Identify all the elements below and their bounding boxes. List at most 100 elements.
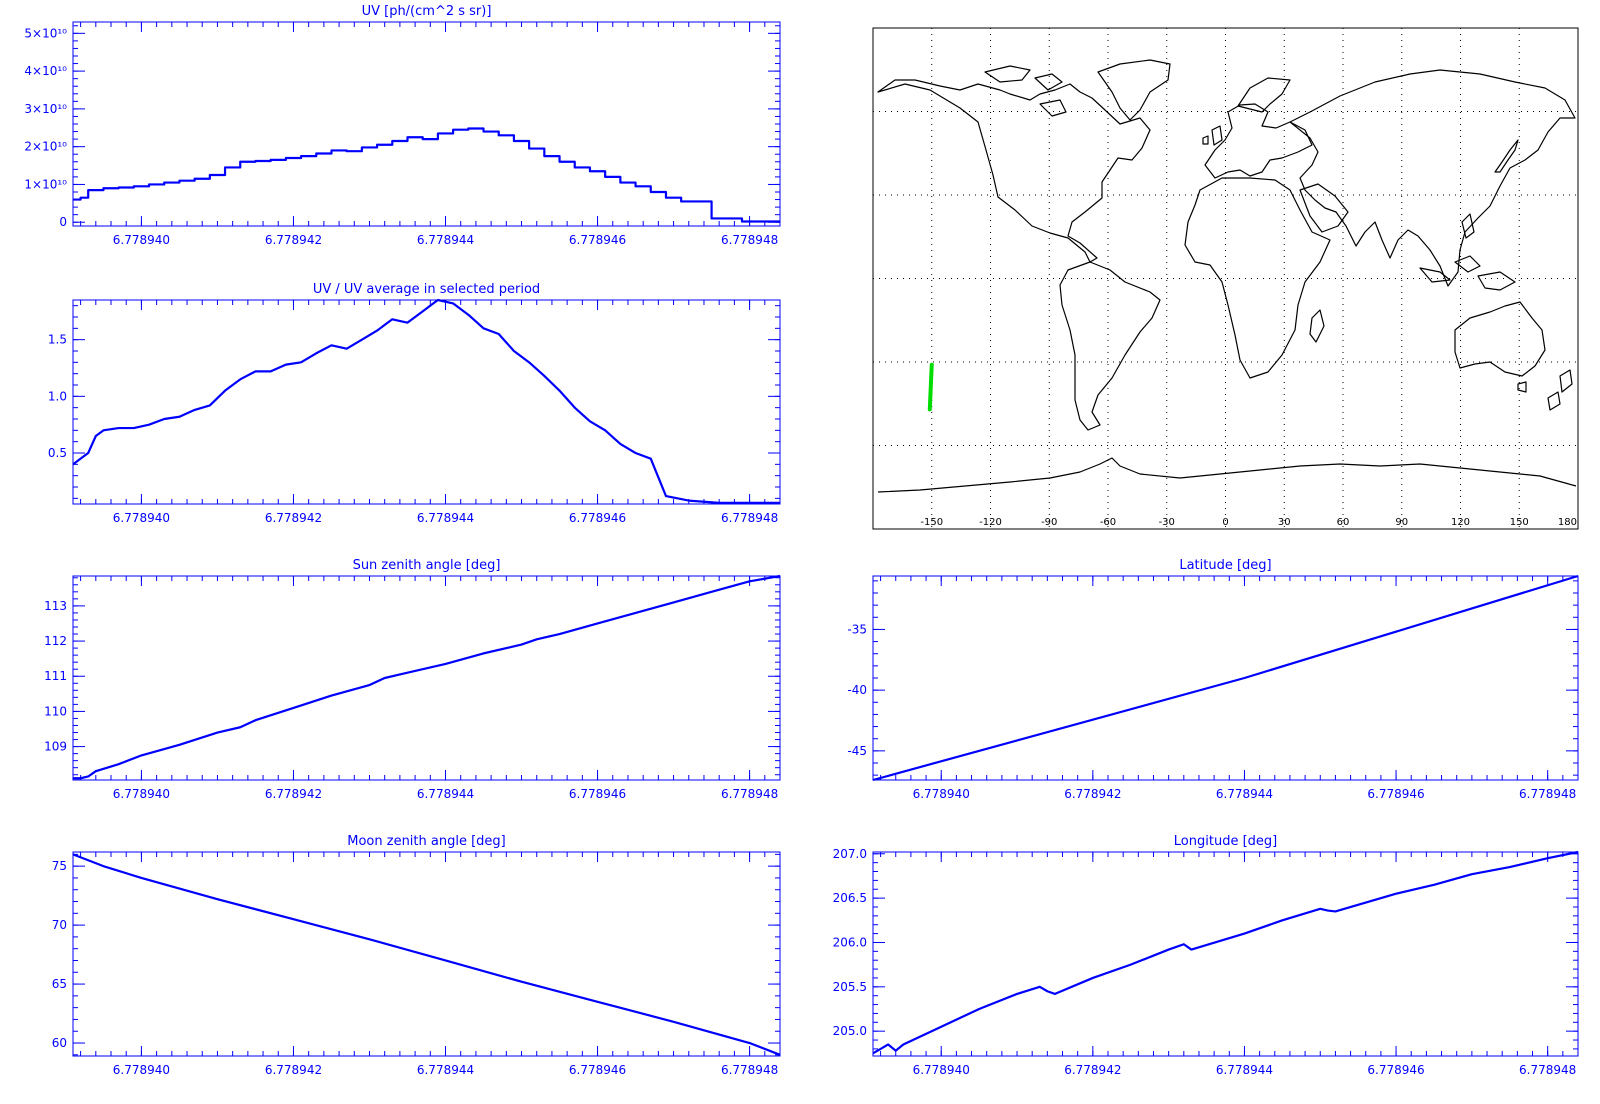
y-tick-label: -35 [847,622,867,636]
x-tick-label: 6.778944 [417,787,474,801]
moon-zenith-panel: Moon zenith angle [deg] 6.778940 6.778942 6… [52,834,781,1077]
coast-british-isles [1202,125,1223,146]
coast-southeast-asia-islands [1419,213,1516,291]
y-tick-label: 206.0 [833,935,867,949]
lon-tick-label: -30 [1159,517,1175,528]
y-tick-label: 1.0 [48,389,67,403]
coast-europe [1204,103,1313,179]
y-tick-label: 207.0 [833,847,867,861]
lon-tick-label: 180 [1558,517,1577,528]
x-tick-label: 6.778942 [265,1063,322,1077]
longitude-panel: Longitude [deg] 6.778940 6.778942 6.778944 6… [833,834,1579,1077]
y-tick-label: 3×10¹⁰ [24,102,67,116]
y-tick-label: 70 [52,918,67,932]
x-tick-label: 6.778948 [1519,1063,1576,1077]
chart-title: UV [ph/(cm^2 s sr)] [362,4,492,19]
uv-panel: UV [ph/(cm^2 s sr)] 6.778940 6.778942 6.778… [24,4,781,247]
y-tick-label: 5×10¹⁰ [24,26,67,40]
y-tick-label: 4×10¹⁰ [24,64,67,78]
x-tick-label: 6.778948 [721,787,778,801]
x-tick-label: 6.778942 [265,511,322,525]
series-line [872,850,1579,1055]
x-tick-label: 6.778946 [569,233,626,247]
plot-frame [872,851,1579,1057]
plot-frame [72,299,781,505]
x-tick-label: 6.778940 [113,233,170,247]
coast-new-zealand [1547,369,1573,411]
sun-zenith-panel: Sun zenith angle [deg] 6.778940 6.778942 6.… [44,558,781,801]
y-tick-label: 205.0 [833,1024,867,1038]
series-line [872,574,1579,782]
x-tick-label: 6.778942 [1064,787,1121,801]
lon-tick-label: 150 [1510,517,1529,528]
series-line [72,298,780,504]
plot-frame [72,851,781,1057]
y-tick-label: 206.5 [833,891,867,905]
chart-title: UV / UV average in selected period [313,282,540,297]
series-line [72,853,781,1056]
y-tick-label: 111 [44,669,67,683]
x-tick-label: 6.778946 [569,511,626,525]
lon-tick-label: -120 [979,517,1002,528]
uv-ratio-panel: UV / UV average in selected period 6.7789… [48,282,781,525]
y-tick-label: 113 [44,599,67,613]
x-tick-label: 6.778948 [721,1063,778,1077]
x-tick-label: 6.778940 [113,1063,170,1077]
chart-title: Longitude [deg] [1174,834,1277,849]
x-tick-label: 6.778946 [569,1063,626,1077]
latitude-panel: Latitude [deg] 6.778940 6.778942 6.778944 6.… [847,558,1579,801]
y-tick-label: 110 [44,704,67,718]
y-tick-label: 109 [44,740,67,754]
y-tick-label: 205.5 [833,980,867,994]
satellite-ground-track [927,362,934,412]
coast-greenland [1097,59,1171,121]
world-map-panel: -150 -120 -90 -60 -30 0 30 60 90 120 150 180 [872,27,1579,530]
x-tick-label: 6.778944 [417,511,474,525]
y-tick-label: 60 [52,1036,67,1050]
lon-tick-label: 120 [1451,517,1470,528]
x-tick-label: 6.778946 [569,787,626,801]
x-tick-label: 6.778940 [913,787,970,801]
coast-north-america [877,79,1151,263]
x-tick-label: 6.778940 [913,1063,970,1077]
coast-asia [1289,69,1576,287]
y-tick-label: 0 [59,215,67,229]
y-tick-label: 1×10¹⁰ [24,177,67,191]
x-tick-label: 6.778944 [1216,1063,1273,1077]
plot-frame [72,575,781,781]
series-line [73,574,781,780]
x-tick-label: 6.778940 [113,787,170,801]
x-tick-label: 6.778946 [1367,1063,1424,1077]
coast-australia [1454,301,1546,377]
map-frame [872,27,1579,530]
y-tick-label: 2×10¹⁰ [24,140,67,154]
lon-tick-label: -150 [920,517,943,528]
y-tick-label: 75 [52,859,67,873]
x-tick-label: 6.778948 [721,511,778,525]
lon-tick-label: 90 [1395,517,1408,528]
lon-tick-label: 30 [1278,517,1291,528]
chart-title: Latitude [deg] [1179,558,1271,573]
y-tick-label: 0.5 [48,446,67,460]
coast-tasmania [1517,381,1527,393]
coast-arctic-islands [984,65,1067,117]
y-tick-label: -40 [847,683,867,697]
plot-frame [872,575,1579,781]
longitude-tick-labels: -150 -120 -90 -60 -30 0 30 60 90 120 150 180 [920,517,1577,528]
coast-south-america [1059,261,1161,431]
chart-title: Sun zenith angle [deg] [353,558,501,573]
coast-scandinavia [1237,77,1291,113]
coastlines [877,59,1577,493]
coast-africa [1184,177,1331,379]
coast-antarctica [877,457,1577,493]
x-tick-label: 6.778948 [1519,787,1576,801]
chart-title: Moon zenith angle [deg] [347,834,505,849]
plot-frame [72,21,781,227]
lon-tick-label: 60 [1337,517,1350,528]
y-tick-label: 112 [44,634,67,648]
y-tick-label: -45 [847,744,867,758]
coast-madagascar [1309,309,1325,343]
lon-tick-label: -60 [1100,517,1116,528]
